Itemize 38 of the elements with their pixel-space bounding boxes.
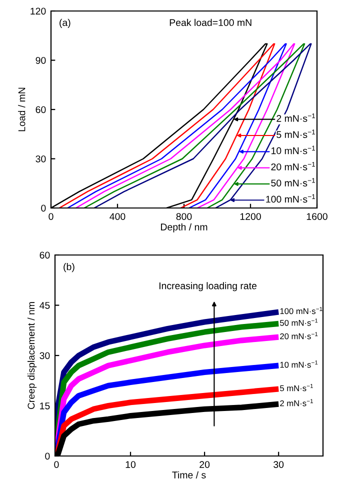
- x-axis-title: Depth / nm: [161, 223, 208, 232]
- series-label: 2 mN·s$^{−1}$: [280, 399, 313, 406]
- series-label: 5 mN·s$^{−1}$: [280, 384, 313, 392]
- legend-label: 100 mN·s$^{−1}$: [266, 194, 316, 203]
- x-tick-label: 800: [176, 213, 192, 220]
- y-tick-label: 45: [40, 302, 50, 309]
- legend-label: 2 mN·s$^{−1}$: [276, 114, 316, 122]
- y-axis-title: Creep displacement / nm: [27, 302, 37, 410]
- x-tick-label: 400: [110, 213, 126, 220]
- series-label: 20 mN·s$^{−1}$: [280, 332, 318, 340]
- legend-label: 5 mN·s$^{−1}$: [276, 130, 316, 138]
- annotation: Peak load=100 mN: [170, 18, 252, 26]
- y-axis-title: Load / mN: [18, 88, 26, 132]
- y-tick-label: 30: [36, 155, 46, 162]
- x-tick-label: 1200: [240, 213, 261, 220]
- y-tick-label: 90: [36, 56, 46, 64]
- x-tick-label: 10: [126, 461, 136, 468]
- x-tick-label: 30: [274, 461, 284, 468]
- x-tick-label: 0: [54, 461, 59, 468]
- annotation: Increasing loading rate: [159, 282, 257, 292]
- y-tick-label: 0: [41, 204, 46, 212]
- series-label: 50 mN·s$^{−1}$: [280, 318, 318, 326]
- legend-label: 10 mN·s$^{−1}$: [271, 146, 316, 154]
- y-tick-label: 60: [40, 252, 50, 259]
- series-label: 10 mN·s$^{−1}$: [280, 360, 318, 368]
- legend-label: 50 mN·s$^{−1}$: [271, 178, 316, 186]
- annotation: (b): [64, 263, 74, 272]
- x-tick-label: 20: [200, 461, 210, 468]
- y-tick-label: 120: [30, 8, 46, 15]
- legend-label: 20 mN·s$^{−1}$: [271, 162, 316, 170]
- y-tick-label: 60: [36, 106, 46, 114]
- y-tick-label: 15: [40, 402, 50, 410]
- x-tick-label: 1600: [306, 213, 328, 220]
- x-axis-title: Time / s: [172, 471, 206, 478]
- y-tick-label: 30: [40, 352, 50, 360]
- annotation: (a): [60, 18, 70, 28]
- series-label: 100 mN·s$^{−1}$: [280, 306, 322, 314]
- y-tick-label: 0: [45, 452, 50, 460]
